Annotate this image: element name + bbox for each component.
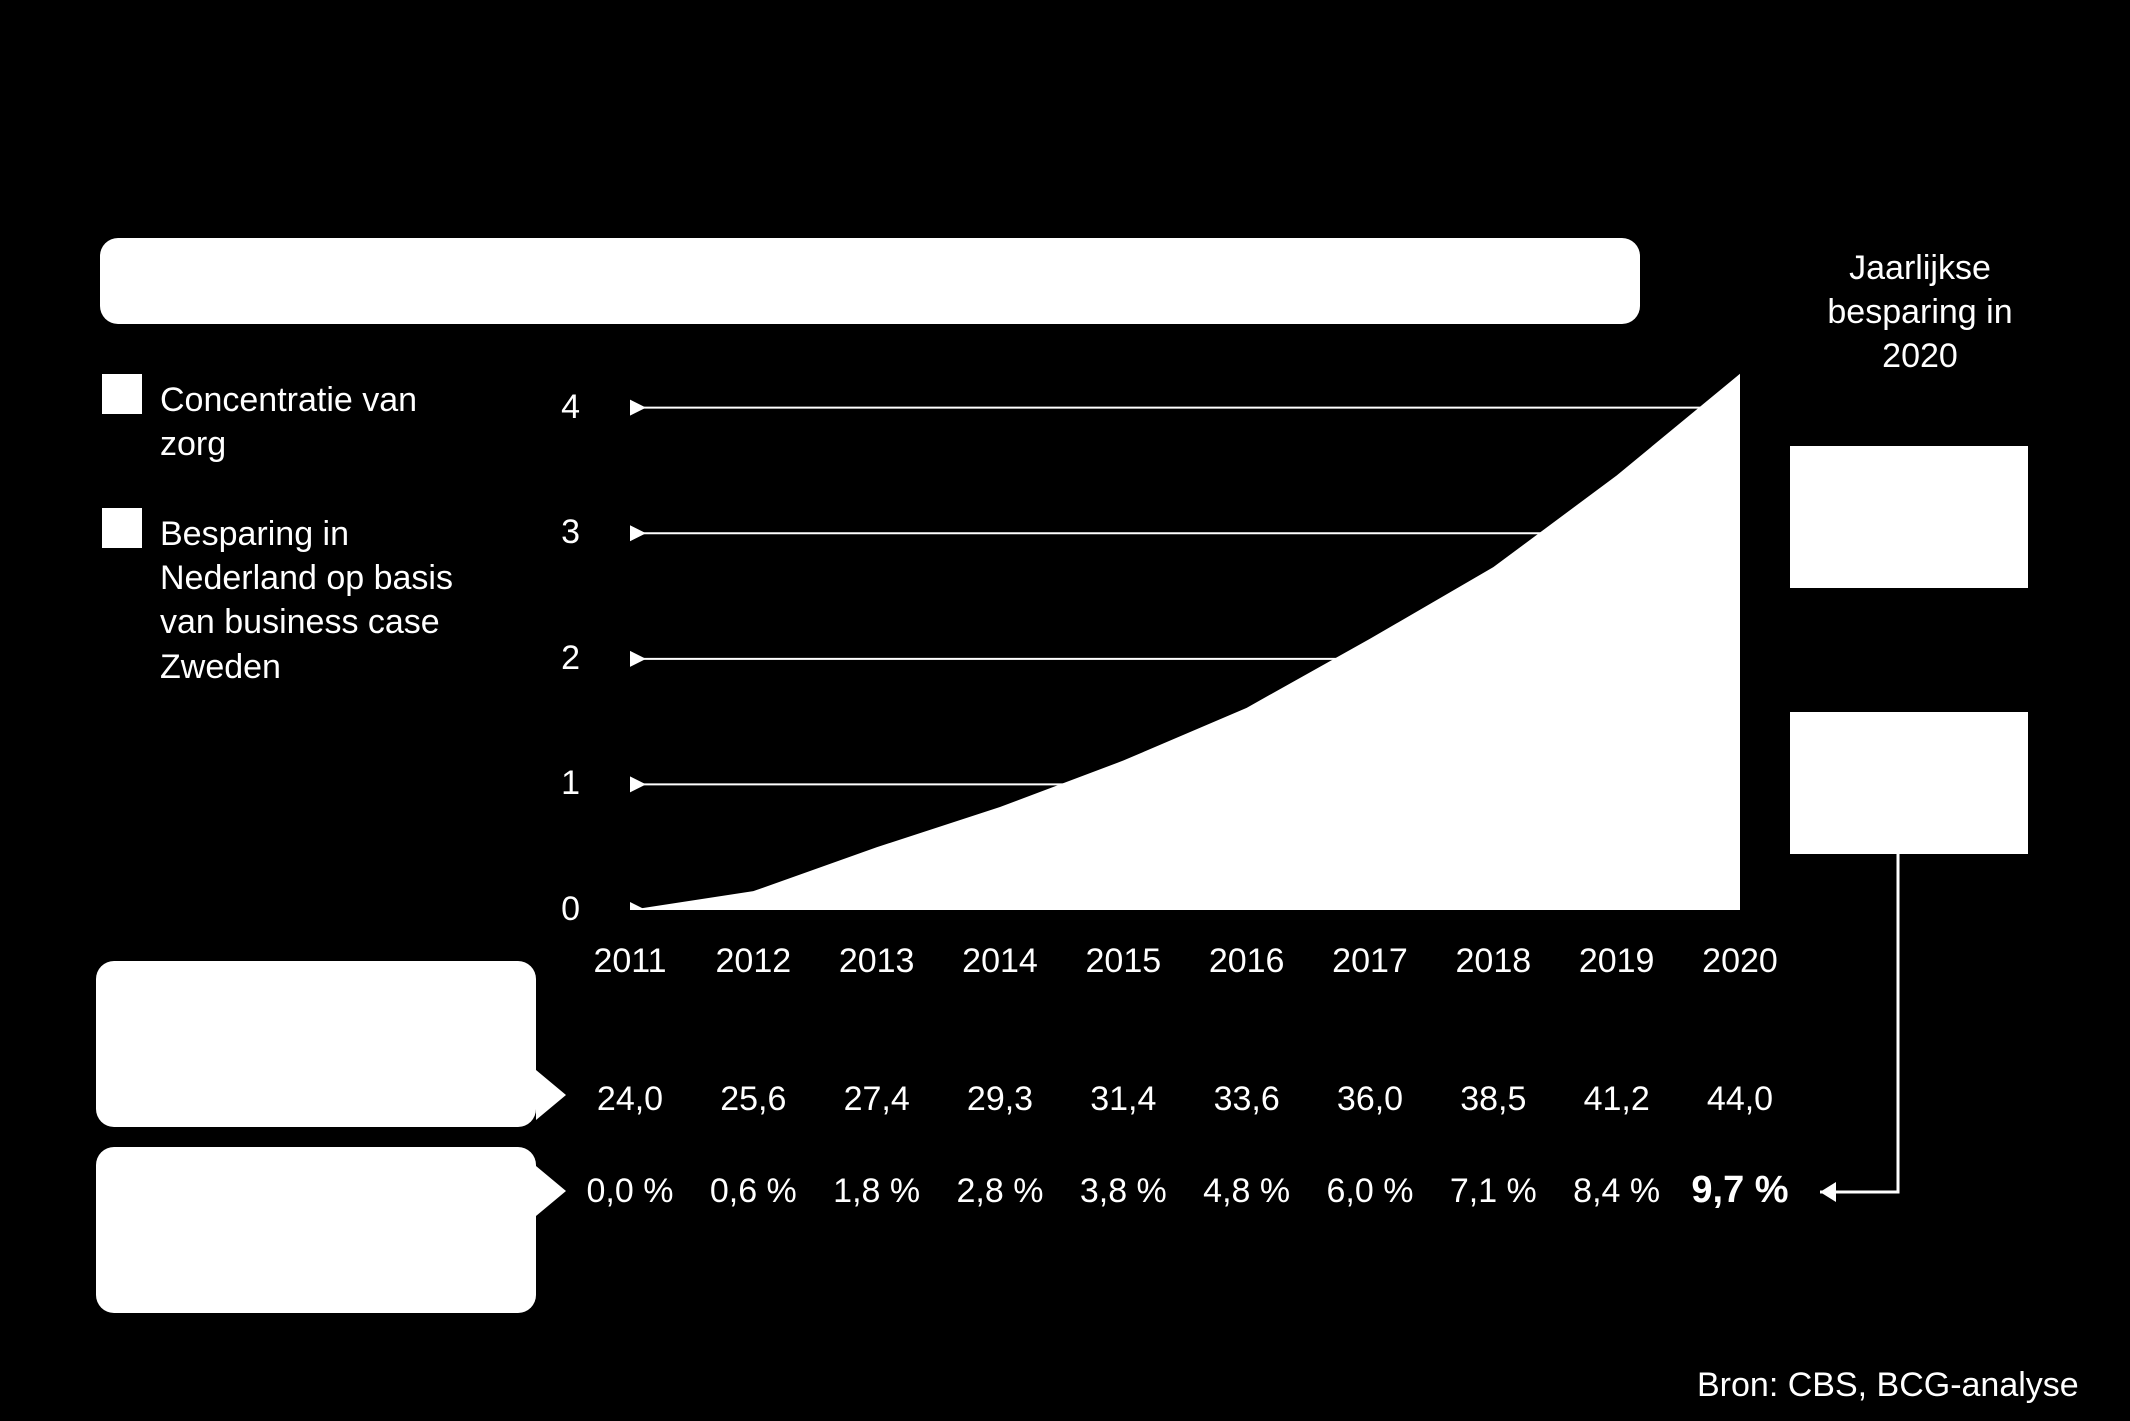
y-tick-label: 2 [0, 639, 580, 678]
y-tick-label: 3 [0, 513, 580, 552]
source-text: Bron: CBS, BCG-analyse [1697, 1366, 2079, 1405]
data-cell: 27,4 [815, 1080, 938, 1119]
data-cell: 24,0 [569, 1080, 692, 1119]
gridline-marker [630, 525, 646, 541]
side-box-1 [1790, 446, 2028, 588]
gridline-marker [630, 776, 646, 792]
x-tick-label: 2018 [1432, 942, 1555, 981]
area-fill [630, 374, 1740, 910]
data-cell: 9,7 % [1679, 1169, 1802, 1212]
connector-arrowhead [1820, 1182, 1836, 1202]
row2-label-box [96, 1147, 536, 1313]
data-cell: 2,8 % [939, 1172, 1062, 1211]
data-cell: 0,0 % [569, 1172, 692, 1211]
side-title: Jaarlijkse besparing in 2020 [1790, 246, 2050, 379]
data-cell: 0,6 % [692, 1172, 815, 1211]
data-cell: 6,0 % [1309, 1172, 1432, 1211]
x-tick-label: 2012 [692, 942, 815, 981]
page: Concentratie van zorg Besparing in Neder… [0, 0, 2130, 1421]
y-tick-label: 0 [0, 890, 580, 929]
data-cell: 3,8 % [1062, 1172, 1185, 1211]
title-bar [100, 238, 1640, 324]
data-cell: 38,5 [1432, 1080, 1555, 1119]
data-cell: 8,4 % [1555, 1172, 1678, 1211]
gridline-marker [630, 651, 646, 667]
x-tick-label: 2015 [1062, 942, 1185, 981]
chart-svg [630, 370, 1740, 910]
data-cell: 44,0 [1679, 1080, 1802, 1119]
x-tick-label: 2014 [939, 942, 1062, 981]
x-tick-label: 2020 [1679, 942, 1802, 981]
x-tick-label: 2016 [1185, 942, 1308, 981]
data-cell: 36,0 [1309, 1080, 1432, 1119]
data-cell: 33,6 [1185, 1080, 1308, 1119]
x-tick-label: 2011 [569, 942, 692, 981]
y-tick-label: 1 [0, 764, 580, 803]
data-cell: 29,3 [939, 1080, 1062, 1119]
x-tick-label: 2017 [1309, 942, 1432, 981]
connector-line [1820, 854, 1898, 1192]
x-tick-label: 2013 [815, 942, 938, 981]
data-cell: 7,1 % [1432, 1172, 1555, 1211]
gridline-marker [630, 400, 646, 416]
data-cell: 31,4 [1062, 1080, 1185, 1119]
row1-callout-pointer [536, 1070, 566, 1120]
area-chart [630, 370, 1740, 910]
data-cell: 25,6 [692, 1080, 815, 1119]
row2-callout-pointer [536, 1166, 566, 1216]
row1-label-box [96, 961, 536, 1127]
data-cell: 1,8 % [815, 1172, 938, 1211]
y-tick-label: 4 [0, 388, 580, 427]
x-tick-label: 2019 [1555, 942, 1678, 981]
side-box-2 [1790, 712, 2028, 854]
data-cell: 41,2 [1555, 1080, 1678, 1119]
data-cell: 4,8 % [1185, 1172, 1308, 1211]
